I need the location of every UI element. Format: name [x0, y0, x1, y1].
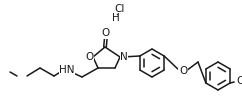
Text: Cl: Cl	[115, 4, 125, 14]
Text: Cl: Cl	[236, 76, 242, 86]
Text: N: N	[120, 52, 128, 62]
Text: O: O	[179, 66, 187, 76]
Text: O: O	[85, 52, 93, 62]
Text: O: O	[102, 28, 110, 38]
Text: HN: HN	[59, 65, 75, 75]
Text: H: H	[112, 13, 120, 23]
